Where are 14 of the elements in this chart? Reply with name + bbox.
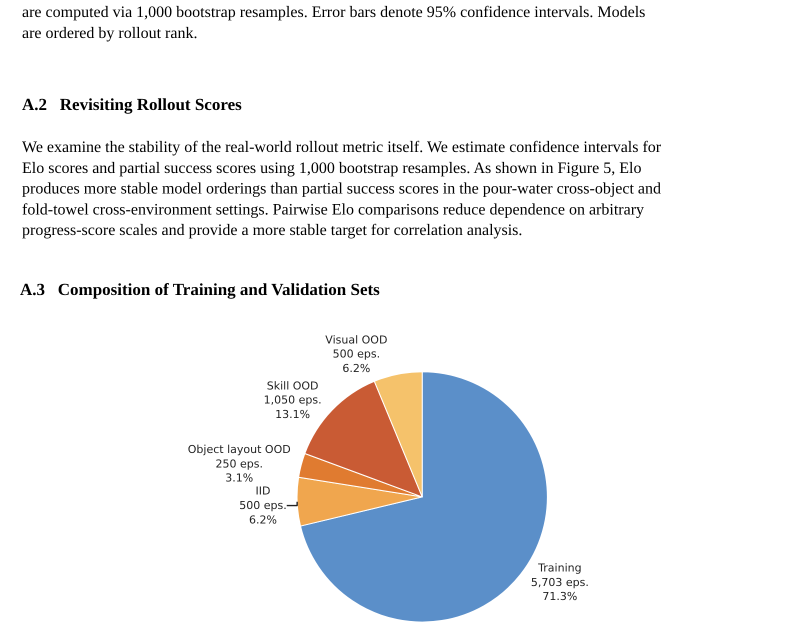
slice-label: Skill OOD xyxy=(266,379,319,392)
slice-label: Visual OOD xyxy=(325,333,388,346)
data-label: 1,050 eps. 13.1% xyxy=(264,394,322,421)
text: A.2 Revisiting Rollout Scores xyxy=(22,95,242,114)
chart-title: A.3 Composition of Training and Validation Sets xyxy=(20,280,380,299)
data-label: 500 eps. 6.2% xyxy=(239,499,287,526)
text: We examine the stability of the real-world rollout metric itself. We estimate confidence intervals for Elo scores and partial success scores using 1,000 bootstrap resamples. As shown in Figure 5, Elo produces more stable model orderings than partial success scores in the pour-water cross-object and fold-towel cross-environment settings. Pairwise Elo comparisons reduce dependence on arbitrary progress-score scales and provide a more stable target for correlation analysis. xyxy=(22,139,662,240)
slice-label: Object layout OOD xyxy=(188,443,291,456)
data-label: 5,703 eps. 71.3% xyxy=(530,576,589,604)
data-label: 250 eps. 3.1% xyxy=(216,457,263,485)
data-label: 500 eps. 6.2% xyxy=(332,348,380,375)
slice-label: Training xyxy=(537,562,582,575)
text: are computed via 1,000 bootstrap resamples. Error bars denote 95% confidence intervals. Models are ordered by rollout rank. xyxy=(22,4,646,42)
slice-label: IID xyxy=(256,484,270,498)
